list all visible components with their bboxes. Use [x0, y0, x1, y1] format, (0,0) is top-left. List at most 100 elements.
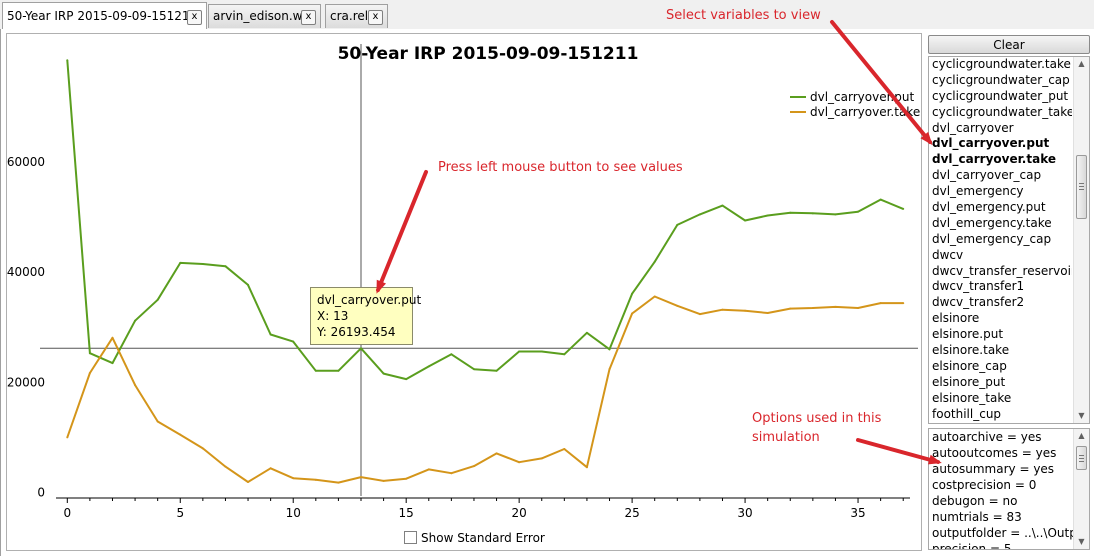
- data-point: [608, 368, 611, 371]
- variable-item[interactable]: foothill_cup: [932, 406, 1002, 421]
- variable-item[interactable]: dwcv_transfer2: [932, 295, 1025, 310]
- tooltip-series: dvl_carryover.put: [317, 293, 422, 307]
- data-point: [698, 313, 701, 316]
- option-item: debugon = no: [932, 494, 1018, 508]
- option-item: numtrials = 83: [932, 510, 1022, 524]
- grip-line: [1079, 186, 1084, 187]
- data-point: [879, 198, 882, 201]
- data-point: [450, 353, 453, 356]
- tab-cra-rel[interactable]: cra.rel x: [325, 4, 388, 28]
- data-point: [766, 311, 769, 314]
- data-point: [811, 212, 814, 215]
- tab-label: 50-Year IRP 2015-09-09-151211: [7, 9, 198, 23]
- data-point: [360, 476, 362, 479]
- x-tick-label: 5: [176, 506, 184, 520]
- x-tick-label: 30: [737, 506, 752, 520]
- variable-item[interactable]: dvl_emergency_cap: [932, 231, 1052, 246]
- data-point: [676, 223, 679, 226]
- variable-item[interactable]: dvl_carryover: [932, 120, 1014, 135]
- variable-item[interactable]: dvl_emergency.take: [932, 215, 1052, 230]
- close-tab-icon[interactable]: x: [301, 10, 316, 25]
- option-item: outputfolder = ..\..\Output: [932, 526, 1074, 540]
- tab-50-year-irp[interactable]: 50-Year IRP 2015-09-09-151211 x: [2, 2, 207, 29]
- data-point: [224, 465, 227, 468]
- variable-item[interactable]: cyclicgroundwater_take: [932, 104, 1072, 119]
- tab-arvin-edison[interactable]: arvin_edison.wq x: [208, 4, 321, 28]
- value-tooltip: dvl_carryover.put X: 13 Y: 26193.454: [310, 287, 422, 345]
- grip-line: [1079, 461, 1084, 462]
- annotation-press-mouse: Press left mouse button to see values: [438, 160, 683, 175]
- variable-item[interactable]: cyclicgroundwater_put: [932, 88, 1069, 103]
- data-point: [88, 352, 91, 355]
- tab-bar: 50-Year IRP 2015-09-09-151211 x arvin_ed…: [0, 0, 1094, 30]
- options-list[interactable]: autoarchive = yes autooutcomes = yes autos…: [928, 428, 1090, 550]
- option-item: precision = 5: [932, 542, 1012, 550]
- variable-item[interactable]: dwcv_transfer1: [932, 279, 1025, 294]
- data-point: [698, 213, 701, 216]
- data-point: [518, 461, 521, 464]
- variable-item[interactable]: dvl_carryover_cap: [932, 168, 1042, 183]
- data-point: [585, 466, 588, 469]
- tooltip-x: X: 13: [317, 309, 349, 323]
- data-point: [631, 292, 634, 295]
- data-point: [134, 384, 137, 387]
- data-point: [608, 348, 611, 351]
- data-point: [269, 333, 272, 336]
- variable-item[interactable]: cyclicgroundwater_cap: [932, 72, 1070, 87]
- data-point: [292, 340, 295, 343]
- scroll-down-icon[interactable]: ▼: [1078, 537, 1085, 546]
- tab-label: cra.rel: [330, 9, 369, 23]
- line-chart[interactable]: 0 5 10 15 20 25 30 35 0 20000 40000 60000 dvl_carryo…: [0, 0, 922, 556]
- tooltip-y: Y: 26193.454: [317, 325, 396, 339]
- data-point: [66, 59, 69, 62]
- variable-item[interactable]: dvl_carryover.put: [932, 136, 1050, 151]
- variable-item[interactable]: elsinore.take: [932, 343, 1010, 358]
- variable-item[interactable]: cyclicgroundwater.take: [932, 57, 1071, 71]
- close-tab-icon[interactable]: x: [187, 10, 202, 25]
- data-point: [563, 353, 566, 356]
- data-point: [314, 369, 317, 372]
- legend-label: dvl_carryover.put: [810, 90, 914, 104]
- data-point: [744, 309, 747, 312]
- scroll-thumb[interactable]: [1076, 155, 1087, 219]
- data-point: [495, 452, 498, 455]
- options-list-scrollbar[interactable]: ▲ ▼: [1073, 429, 1089, 549]
- variable-item[interactable]: dwcv_transfer_reservoir: [932, 263, 1072, 278]
- data-point: [269, 467, 272, 470]
- scroll-down-icon[interactable]: ▼: [1078, 411, 1085, 420]
- std-error-checkbox[interactable]: [404, 531, 417, 544]
- variable-item[interactable]: elsinore_take: [932, 390, 1012, 405]
- variable-item[interactable]: elsinore.put: [932, 327, 1004, 342]
- data-point: [111, 362, 114, 365]
- plot-panel[interactable]: [6, 33, 922, 551]
- variable-item[interactable]: dvl_emergency: [932, 184, 1024, 199]
- variable-list[interactable]: cyclicgroundwater.take cyclicgroundwater_…: [928, 56, 1090, 424]
- data-point: [201, 447, 204, 450]
- data-point: [834, 305, 837, 308]
- variable-item[interactable]: dvl_carryover.take: [932, 152, 1056, 167]
- y-tick-label: 20000: [7, 375, 45, 389]
- variable-item[interactable]: dwcv: [932, 247, 964, 262]
- variable-list-scrollbar[interactable]: ▲ ▼: [1073, 57, 1089, 423]
- option-item: autosummary = yes: [932, 462, 1055, 476]
- y-tick-label: 60000: [7, 155, 45, 169]
- data-point: [88, 372, 91, 375]
- data-point: [653, 260, 656, 263]
- annotation-options-line1: Options used in this: [752, 411, 882, 426]
- data-point: [811, 307, 814, 310]
- variable-item[interactable]: elsinore_put: [932, 374, 1006, 389]
- data-point: [156, 298, 159, 301]
- scroll-thumb[interactable]: [1076, 446, 1087, 470]
- variable-item[interactable]: elsinore: [932, 311, 980, 326]
- show-std-error-toggle[interactable]: Show Standard Error: [404, 531, 545, 545]
- x-tick-label: 35: [850, 506, 865, 520]
- variable-item[interactable]: elsinore_cap: [932, 358, 1007, 373]
- variable-item[interactable]: dvl_emergency.put: [932, 200, 1046, 215]
- scroll-up-icon[interactable]: ▲: [1078, 59, 1085, 68]
- clear-button[interactable]: Clear: [928, 35, 1090, 54]
- scroll-up-icon[interactable]: ▲: [1078, 431, 1085, 440]
- data-point: [427, 365, 430, 368]
- close-tab-icon[interactable]: x: [368, 10, 383, 25]
- x-tick-label: 15: [399, 506, 414, 520]
- data-point: [111, 336, 114, 339]
